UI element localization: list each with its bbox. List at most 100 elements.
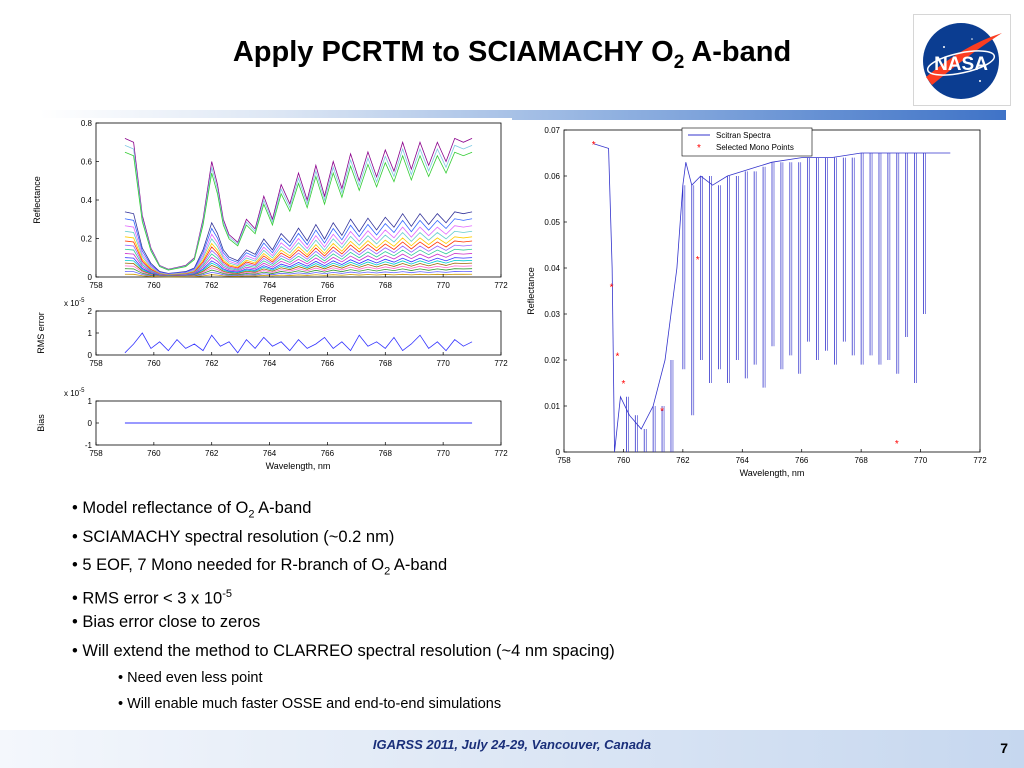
chart-2-xtick-label: 762 (205, 359, 219, 368)
chart-1-xlabel: Regeneration Error (260, 294, 337, 304)
chart-4-ytick-label: 0.04 (544, 264, 560, 273)
legend-mono: Selected Mono Points (716, 143, 794, 152)
chart-1-ytick-label: 0.2 (81, 235, 93, 244)
chart-1-xtick-label: 766 (321, 281, 335, 290)
chart-4-xtick-label: 772 (973, 456, 987, 465)
bullet-5: • Bias error close to zeros (72, 613, 261, 631)
chart-2-xtick-label: 764 (263, 359, 277, 368)
chart-1-series-line (124, 151, 473, 271)
bullet-4: • RMS error < 3 x 10-5 (72, 587, 232, 608)
bullet-7: • Need even less point (118, 670, 263, 686)
logo-text: NASA (934, 54, 988, 75)
chart-4-ytick-label: 0.02 (544, 356, 560, 365)
chart-1-xtick-label: 760 (147, 281, 161, 290)
chart-1-xtick-label: 770 (436, 281, 450, 290)
chart-2-axes: 758 760 762 764 766 768 770 772 0 1 2 (88, 307, 509, 368)
title-subscript: 2 (673, 51, 685, 73)
chart-4-axes: 758 760 762 764 766 768 770 772 0 0.01 0.02 0.03 0.0… (544, 126, 987, 465)
chart-1-xtick-label: 764 (263, 281, 277, 290)
chart-2-xtick-label: 772 (494, 359, 508, 368)
chart-3-xlabel: Wavelength, nm (266, 461, 331, 471)
chart-1-plot-area (95, 122, 502, 278)
chart-3-ytick-label: 1 (88, 397, 93, 406)
chart-2-ytick-label: 2 (88, 307, 93, 316)
chart-3-xtick-label: 766 (321, 449, 335, 458)
chart-1-series-line (124, 230, 473, 275)
bullet-1: • Model reflectance of O2 A-band (72, 499, 312, 521)
chart-3-ytick-label: 0 (88, 419, 93, 428)
chart-3-axes: 758 760 762 764 766 768 770 772 -1 0 1 (85, 397, 508, 458)
chart-1-ytick-label: 0.4 (81, 196, 93, 205)
chart-4-ytick-label: 0.05 (544, 218, 560, 227)
chart-1-series-line (124, 137, 473, 270)
chart-3-ylabel: Bias (36, 414, 46, 432)
chart-1-series (124, 137, 473, 278)
chart-1-series-line (124, 225, 473, 275)
page-number: 7 (1000, 740, 1008, 756)
chart-2-ylabel: RMS error (36, 312, 46, 354)
chart-4-series: * * * * * * * (592, 140, 951, 453)
svg-text:*: * (697, 143, 701, 154)
chart-2-xtick-label: 758 (89, 359, 103, 368)
chart-4-xtick-label: 766 (795, 456, 809, 465)
chart-3-ytick-label: -1 (85, 441, 93, 450)
chart-1-xtick-label: 772 (494, 281, 508, 290)
chart-4-mono-point: * (610, 282, 614, 293)
chart-4-xtick-label: 768 (854, 456, 868, 465)
header-bar (40, 110, 1006, 120)
chart-3-xtick-label: 768 (379, 449, 393, 458)
chart-4-xtick-label: 762 (676, 456, 690, 465)
chart-1-xtick-label: 762 (205, 281, 219, 290)
title-end: A-band (684, 36, 792, 68)
chart-4-ytick-label: 0 (556, 448, 561, 457)
bullet-8: • Will enable much faster OSSE and end-t… (118, 696, 502, 712)
right-chart-panel: * * * * * * * 758 760 762 764 766 768 770 772 0 0.01 0.0… (512, 120, 1002, 482)
chart-4-mono-point: * (616, 351, 620, 362)
chart-3-xtick-label: 758 (89, 449, 103, 458)
chart-2-xtick-label: 768 (379, 359, 393, 368)
chart-3-xtick-label: 760 (147, 449, 161, 458)
chart-2-ytick-label: 1 (88, 329, 93, 338)
chart-2-exponent: x 10-5 (64, 298, 85, 308)
chart-4-ytick-label: 0.03 (544, 310, 560, 319)
chart-3-xtick-label: 772 (494, 449, 508, 458)
chart-4-mono-point: * (621, 379, 625, 390)
chart-1-series-line (124, 218, 473, 275)
chart-3-xtick-label: 762 (205, 449, 219, 458)
left-chart-panel: 758 760 762 764 766 768 770 772 0 0.2 0.4 0.6 0.8 Re… (30, 118, 512, 474)
chart-2-series (124, 332, 473, 354)
chart-2-plot-area (95, 310, 502, 356)
chart-1-series-line (124, 273, 473, 278)
nasa-logo: NASA (913, 14, 1011, 106)
chart-4-mono-point: * (592, 140, 596, 151)
chart-1-series-line (124, 144, 473, 271)
chart-4-mono-point: * (660, 407, 664, 418)
chart-4-xtick-label: 760 (617, 456, 631, 465)
bullet-6: • Will extend the method to CLARREO spec… (72, 641, 615, 660)
chart-4-mono-point: * (895, 439, 899, 450)
chart-2-line (124, 332, 473, 354)
chart-3-xtick-label: 770 (436, 449, 450, 458)
chart-1-ytick-label: 0 (88, 273, 93, 282)
bullet-3: • 5 EOF, 7 Mono needed for R-branch of O… (72, 556, 448, 578)
chart-2-ytick-label: 0 (88, 351, 93, 360)
slide-title: Apply PCRTM to SCIAMACHY O2 A-band (0, 36, 1024, 74)
chart-1-ytick-label: 0.8 (81, 119, 93, 128)
chart-4-xtick-label: 770 (914, 456, 928, 465)
chart-4-ytick-label: 0.07 (544, 126, 560, 135)
title-main: Apply PCRTM to SCIAMACHY O (232, 36, 674, 68)
chart-2-xtick-label: 760 (147, 359, 161, 368)
chart-1-xtick-label: 758 (89, 281, 103, 290)
chart-4-ytick-label: 0.06 (544, 172, 560, 181)
chart-1-xtick-label: 768 (379, 281, 393, 290)
chart-4-legend: Scitran Spectra * Selected Mono Points (681, 127, 813, 157)
chart-4-xtick-label: 758 (557, 456, 571, 465)
legend-scitran: Scitran Spectra (716, 131, 771, 140)
chart-1-ytick-label: 0.6 (81, 158, 93, 167)
chart-3-xtick-label: 764 (263, 449, 277, 458)
chart-3-exponent: x 10-5 (64, 388, 85, 398)
chart-4-ytick-label: 0.01 (544, 402, 560, 411)
chart-4-ylabel: Reflectance (526, 267, 536, 315)
chart-1-ylabel: Reflectance (32, 176, 42, 224)
chart-2-xtick-label: 766 (321, 359, 335, 368)
